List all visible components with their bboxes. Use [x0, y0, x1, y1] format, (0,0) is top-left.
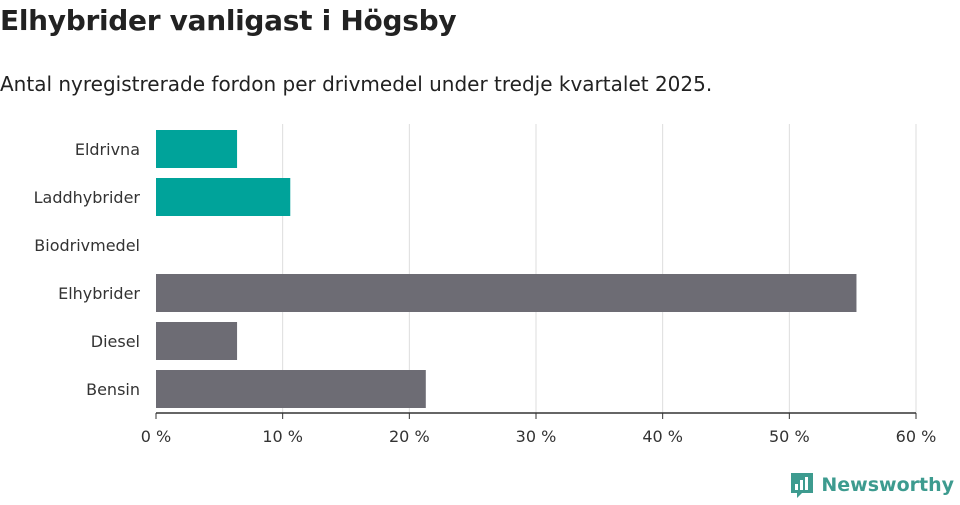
- bar-chart: Eldrivna Laddhybrider Biodrivmedel Elhybrid…: [34, 124, 937, 446]
- category-label: Bensin: [86, 380, 140, 399]
- category-label: Elhybrider: [58, 284, 140, 303]
- category-label: Diesel: [91, 332, 140, 351]
- x-tick-label: 60 %: [896, 427, 937, 446]
- bar: [156, 130, 238, 168]
- category-labels: Eldrivna Laddhybrider Biodrivmedel Elhybrid…: [34, 140, 141, 399]
- x-tick-label: 0 %: [141, 427, 171, 446]
- bar: [156, 274, 857, 312]
- bar: [156, 322, 238, 360]
- x-tick-label: 20 %: [389, 427, 430, 446]
- x-tick-label: 10 %: [262, 427, 303, 446]
- category-label: Eldrivna: [75, 140, 140, 159]
- x-tick-label: 40 %: [642, 427, 683, 446]
- chart-subtitle: Antal nyregistrerade fordon per drivmede…: [0, 72, 713, 96]
- newsworthy-logo-text: Newsworthy: [821, 474, 954, 496]
- bars: [156, 130, 857, 408]
- category-label: Biodrivmedel: [34, 236, 140, 255]
- category-label: Laddhybrider: [34, 188, 141, 207]
- grid-lines: [282, 124, 917, 413]
- x-tick-label: 50 %: [769, 427, 810, 446]
- x-tick-label: 30 %: [516, 427, 557, 446]
- chart-title: Elhybrider vanligast i Högsby: [0, 4, 457, 37]
- x-axis-ticks: 0 % 10 % 20 % 30 % 40 % 50 % 60 %: [141, 412, 937, 446]
- bar: [156, 178, 291, 216]
- bar: [156, 370, 426, 408]
- newsworthy-logo-icon: [791, 473, 814, 498]
- newsworthy-logo: Newsworthy: [789, 471, 954, 499]
